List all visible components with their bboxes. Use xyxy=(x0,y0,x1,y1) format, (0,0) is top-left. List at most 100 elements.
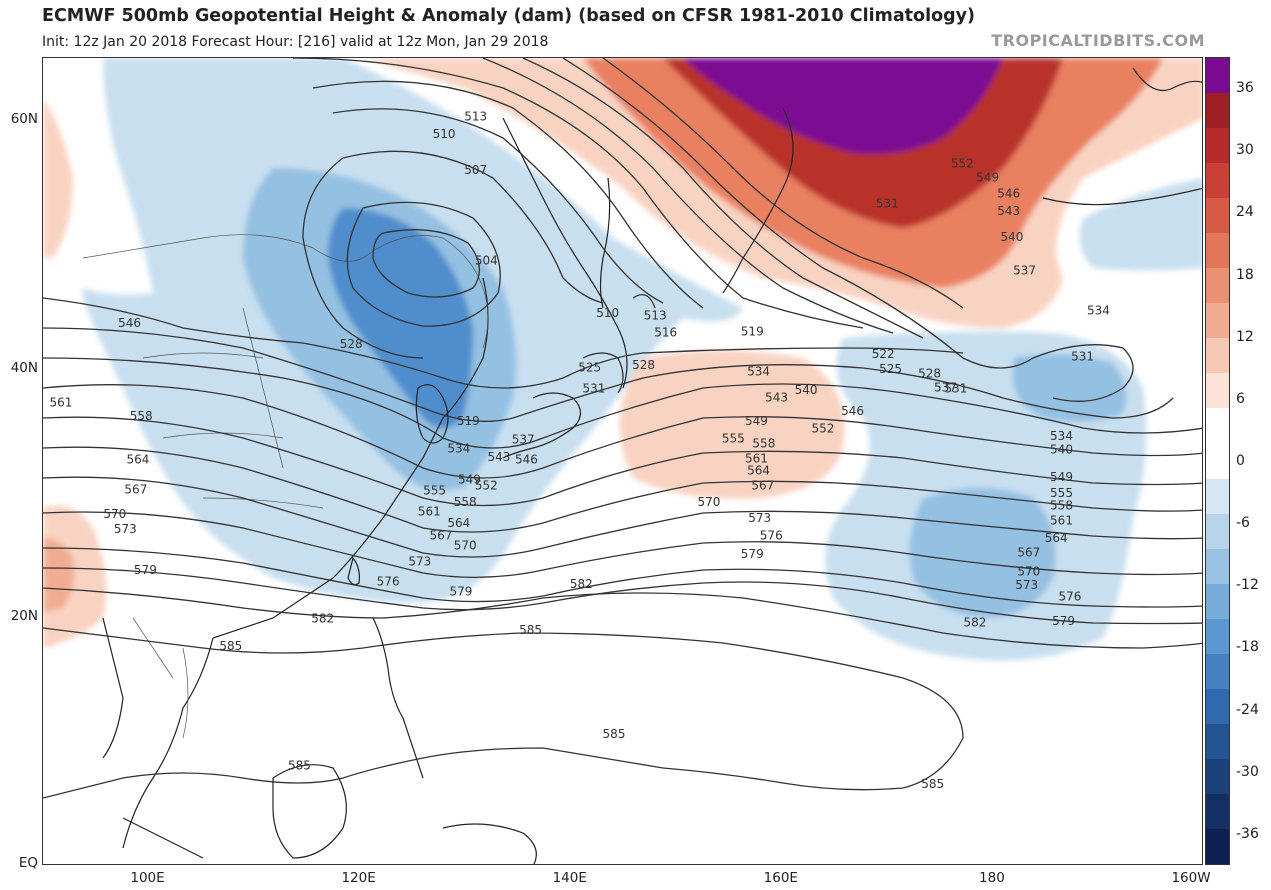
colorbar-segment xyxy=(1206,548,1229,584)
negative-anomaly-aleutian xyxy=(1013,354,1127,422)
colorbar-segment xyxy=(1206,338,1229,374)
negative-anomaly-pacific-mid xyxy=(909,488,1056,618)
contour-label: 567 xyxy=(429,528,452,542)
contour-label: 585 xyxy=(519,623,542,637)
colorbar-tick-label: 24 xyxy=(1236,204,1254,221)
contour-label: 531 xyxy=(945,382,968,396)
negative-anomaly-asia-strong xyxy=(328,208,473,428)
colorbar-segment xyxy=(1206,268,1229,304)
contour-label: 570 xyxy=(1017,564,1040,578)
contour-label: 573 xyxy=(408,554,431,568)
colorbar-segment xyxy=(1206,829,1229,865)
colorbar-tick-label: 30 xyxy=(1236,142,1254,159)
contour-label: 528 xyxy=(632,358,655,372)
contour-576 xyxy=(43,547,1202,608)
colorbar-tick-label: 6 xyxy=(1236,390,1245,407)
contour-540 xyxy=(43,357,1202,449)
contour-label: 537 xyxy=(512,433,535,447)
colorbar-segment xyxy=(1206,303,1229,339)
contour-label: 558 xyxy=(454,495,477,509)
longitude-label: 180 xyxy=(979,870,1005,886)
contour-label: 558 xyxy=(130,409,153,423)
contour-516 xyxy=(312,80,704,309)
borneo xyxy=(272,764,347,859)
map-subtitle: Init: 12z Jan 20 2018 Forecast Hour: [21… xyxy=(42,34,549,50)
colorbar-segment xyxy=(1206,58,1229,94)
contour-label: 534 xyxy=(1050,429,1073,443)
negative-anomaly-gulf xyxy=(1079,178,1202,271)
contour-label: 537 xyxy=(1013,264,1036,278)
colorbar-tick-label: -12 xyxy=(1236,577,1259,594)
contour-label: 570 xyxy=(103,507,126,521)
map-panel[interactable]: 5135105075045105135165195225255285315315… xyxy=(42,57,1203,865)
colorbar-segment xyxy=(1206,653,1229,689)
contour-label: 573 xyxy=(114,522,137,536)
longitude-label: 160W xyxy=(1171,870,1211,886)
longitude-label: 100E xyxy=(130,870,165,886)
contour-label: 549 xyxy=(745,414,768,428)
contour-label: 546 xyxy=(997,186,1020,200)
contour-label: 507 xyxy=(464,163,487,177)
colorbar-segment xyxy=(1206,373,1229,409)
contour-label: 585 xyxy=(921,777,944,791)
contour-label: 582 xyxy=(311,612,334,626)
colorbar-tick-label: -24 xyxy=(1236,701,1259,718)
contour-label: 543 xyxy=(488,450,511,464)
contour-label: 561 xyxy=(418,505,441,519)
latitude-label: 40N xyxy=(10,359,38,376)
contour-label: 528 xyxy=(918,367,941,381)
contour-label: 561 xyxy=(49,395,72,409)
colorbar-tick-label: 36 xyxy=(1236,80,1254,97)
contour-558 xyxy=(43,446,1202,533)
longitude-label: 140E xyxy=(552,870,587,886)
contour-label: 540 xyxy=(1000,230,1023,244)
colorbar-segment xyxy=(1206,163,1229,199)
contour-label: 537 xyxy=(934,380,957,394)
latitude-label: 60N xyxy=(10,111,38,128)
contour-label: 585 xyxy=(219,639,242,653)
colorbar-tick-label: -30 xyxy=(1236,763,1259,780)
contour-534 xyxy=(43,327,1174,422)
philippines xyxy=(372,617,424,779)
colorbar-segment xyxy=(1206,758,1229,794)
contour-525 xyxy=(522,58,924,339)
contour-label: 510 xyxy=(596,306,619,320)
contour-label: 549 xyxy=(1050,470,1073,484)
positive-anomaly-india-mid xyxy=(43,538,75,613)
contour-labels: 5135105075045105135165195225255285315315… xyxy=(49,109,1109,791)
russia-china-border xyxy=(362,235,489,349)
colorbar-tick-label: 18 xyxy=(1236,266,1254,283)
contour-label: 534 xyxy=(747,364,770,378)
contour-513 xyxy=(332,108,664,304)
contour-label: 561 xyxy=(745,451,768,465)
anomaly-colorbar xyxy=(1205,57,1230,865)
contour-label: 582 xyxy=(964,615,987,629)
positive-anomaly-bering-extreme xyxy=(683,58,1003,154)
contour-552 xyxy=(43,416,1202,507)
colorbar-segment xyxy=(1206,723,1229,759)
contour-label: 579 xyxy=(134,563,157,577)
contour-504 xyxy=(372,229,480,298)
contour-label: 558 xyxy=(752,436,775,450)
mongolia-border xyxy=(82,234,364,262)
alaska-coast xyxy=(1042,67,1202,206)
contour-label: 546 xyxy=(841,404,864,418)
contour-label: 576 xyxy=(760,528,783,542)
contour-label: 579 xyxy=(741,547,764,561)
contour-label: 576 xyxy=(1059,589,1082,603)
contour-label: 525 xyxy=(879,362,902,376)
contour-label: 552 xyxy=(812,421,835,435)
contour-label: 555 xyxy=(1050,486,1073,500)
longitude-label: 120E xyxy=(341,870,376,886)
colorbar-tick-label: -36 xyxy=(1236,825,1259,842)
contour-label: 570 xyxy=(454,538,477,552)
contour-label: 582 xyxy=(570,577,593,591)
contour-label: 531 xyxy=(876,196,899,210)
map-title: ECMWF 500mb Geopotential Height & Anomal… xyxy=(42,6,976,26)
contour-label: 567 xyxy=(124,482,147,496)
contour-label: 567 xyxy=(1017,546,1040,560)
contour-label: 543 xyxy=(997,204,1020,218)
contour-531 xyxy=(562,58,1134,402)
contour-510 xyxy=(302,150,604,359)
colorbar-tick-label: 0 xyxy=(1236,453,1245,469)
